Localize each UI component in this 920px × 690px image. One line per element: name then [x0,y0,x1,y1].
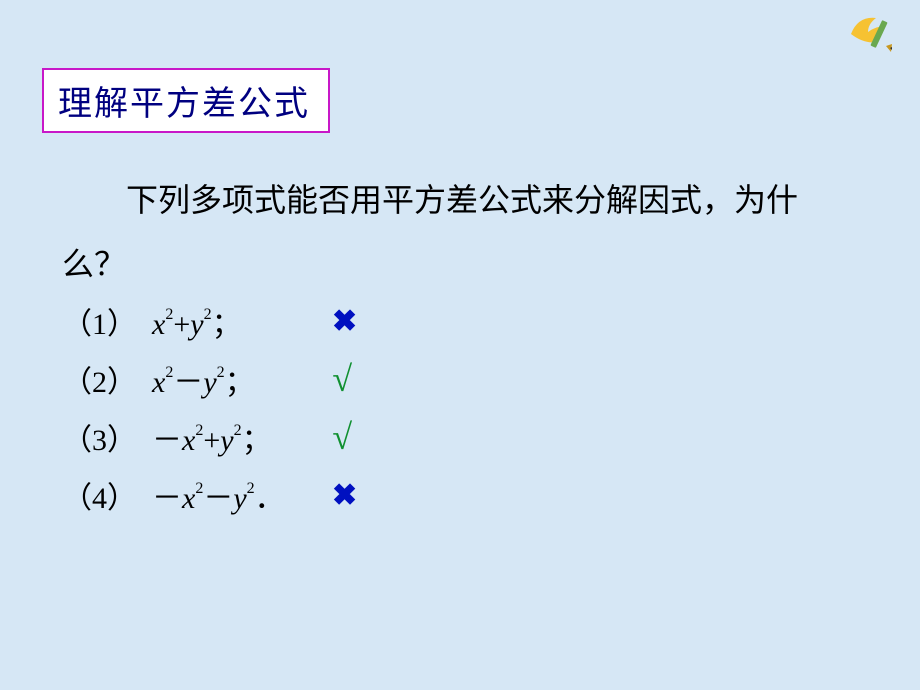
item-mark: ✖ [332,478,357,513]
question-line-1: 下列多项式能否用平方差公式来分解因式，为什 [62,182,798,218]
title-text: 理解平方差公式 [58,86,310,123]
item-expression: x2+y2； [152,299,332,343]
item-row: （4） －x2－y2． ✖ [62,466,357,524]
item-list: （1） x2+y2； ✖ （2） x2－y2； √ （3） －x2+y2； √ … [62,292,357,524]
title-box: 理解平方差公式 [42,68,330,133]
item-expression: －x2－y2． [152,473,332,517]
item-label: （3） [62,415,152,459]
item-label: （1） [62,299,152,343]
item-mark: √ [332,358,352,400]
item-label: （4） [62,473,152,517]
item-row: （1） x2+y2； ✖ [62,292,357,350]
question-line-2: 么？ [62,246,126,282]
item-mark: √ [332,416,352,458]
item-expression: x2－y2； [152,357,332,401]
item-label: （2） [62,357,152,401]
item-row: （2） x2－y2； √ [62,350,357,408]
item-expression: －x2+y2； [152,415,332,459]
question-text: 下列多项式能否用平方差公式来分解因式，为什 么？ [62,168,858,296]
item-mark: ✖ [332,304,357,339]
corner-pencil-icon [846,12,906,58]
item-row: （3） －x2+y2； √ [62,408,357,466]
